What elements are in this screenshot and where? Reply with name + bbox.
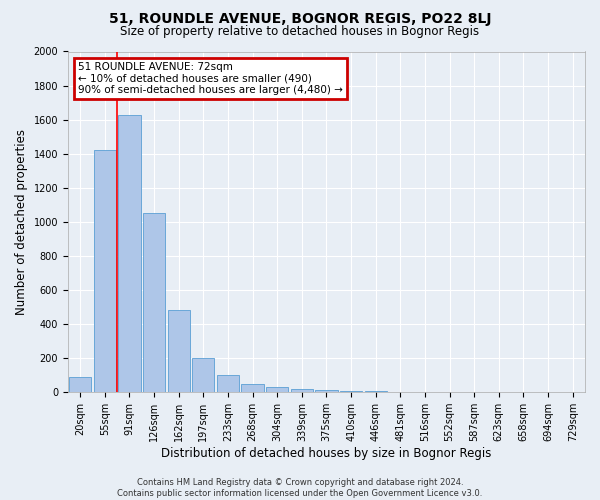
Bar	[143, 214, 165, 392]
Bar	[69, 377, 91, 392]
Bar	[316, 390, 338, 392]
Y-axis label: Number of detached properties: Number of detached properties	[15, 129, 28, 315]
Bar	[340, 390, 362, 392]
Bar	[217, 375, 239, 392]
Bar	[94, 150, 116, 392]
Text: Size of property relative to detached houses in Bognor Regis: Size of property relative to detached ho…	[121, 25, 479, 38]
Bar	[167, 310, 190, 392]
Text: Contains HM Land Registry data © Crown copyright and database right 2024.
Contai: Contains HM Land Registry data © Crown c…	[118, 478, 482, 498]
Text: 51 ROUNDLE AVENUE: 72sqm
← 10% of detached houses are smaller (490)
90% of semi-: 51 ROUNDLE AVENUE: 72sqm ← 10% of detach…	[78, 62, 343, 95]
Bar	[192, 358, 214, 392]
X-axis label: Distribution of detached houses by size in Bognor Regis: Distribution of detached houses by size …	[161, 447, 491, 460]
Bar	[118, 114, 140, 392]
Bar	[266, 387, 288, 392]
Text: 51, ROUNDLE AVENUE, BOGNOR REGIS, PO22 8LJ: 51, ROUNDLE AVENUE, BOGNOR REGIS, PO22 8…	[109, 12, 491, 26]
Bar	[241, 384, 263, 392]
Bar	[291, 389, 313, 392]
